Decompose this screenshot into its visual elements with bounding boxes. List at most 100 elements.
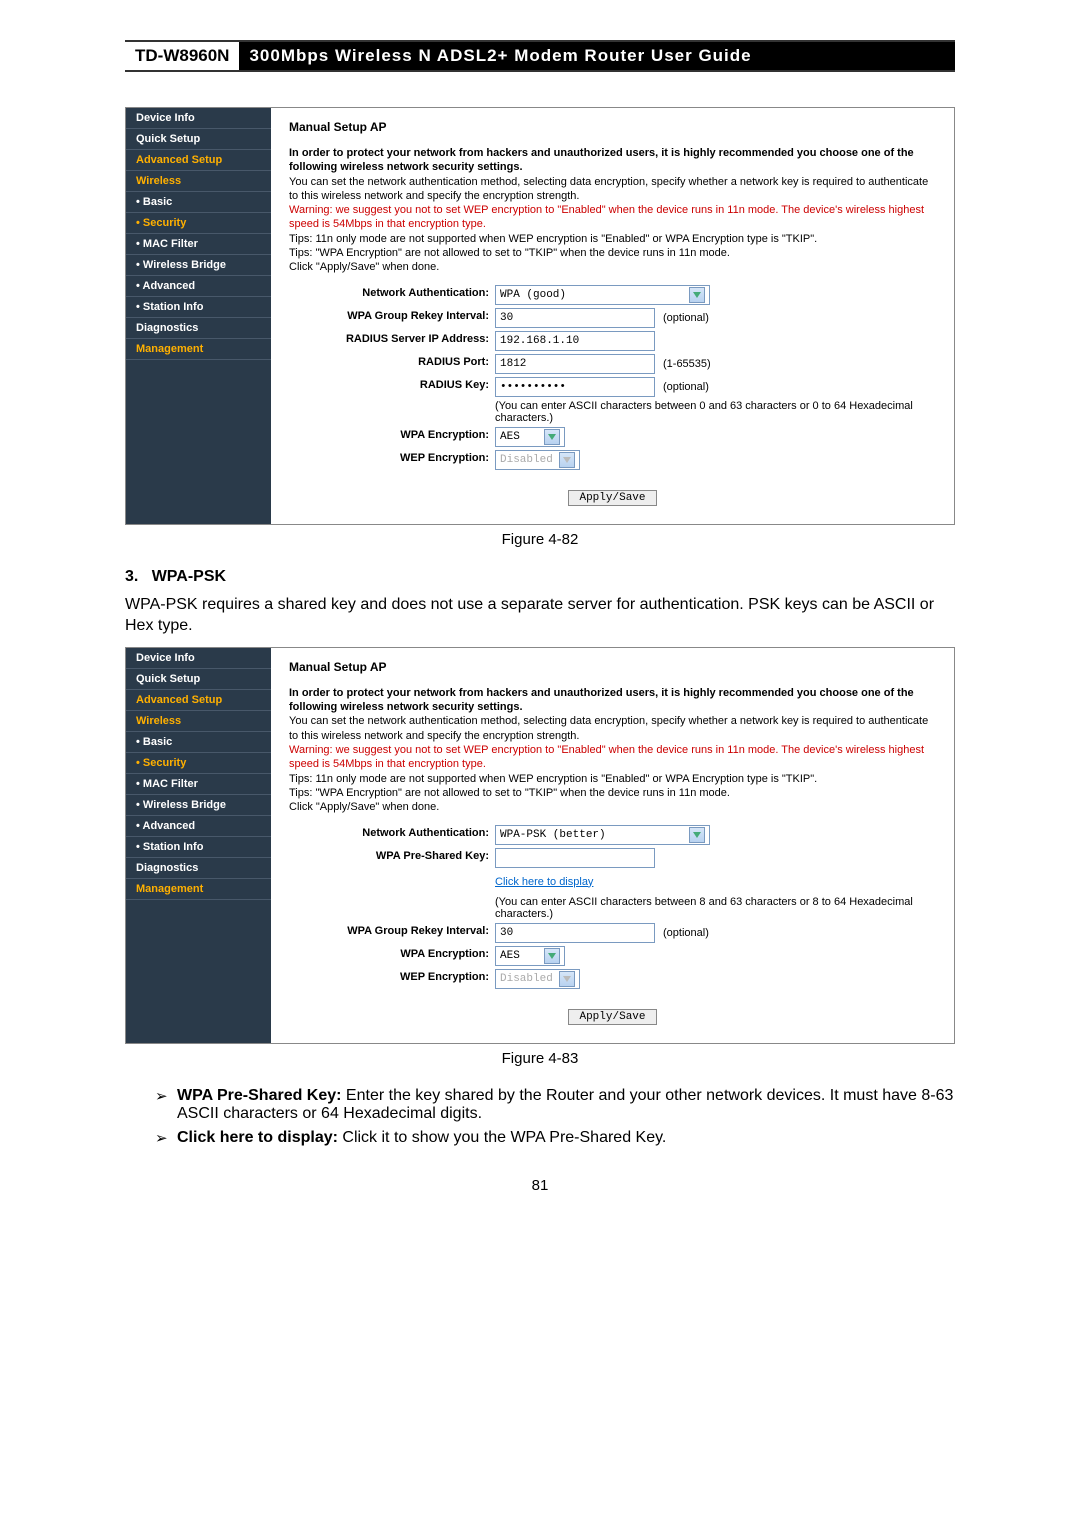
doc-header: TD-W8960N 300Mbps Wireless N ADSL2+ Mode… — [125, 40, 955, 72]
radius-ip-label: RADIUS Server IP Address: — [289, 331, 495, 345]
figure-caption-1: Figure 4-82 — [125, 531, 955, 548]
wep-enc-select: Disabled — [495, 969, 580, 989]
warning-text: Warning: we suggest you not to set WEP e… — [289, 744, 924, 770]
tips2: Tips: "WPA Encryption" are not allowed t… — [289, 247, 730, 259]
psk-input[interactable] — [495, 848, 655, 868]
sidebar-item-wireless[interactable]: Wireless — [126, 711, 271, 732]
tips1: Tips: 11n only mode are not supported wh… — [289, 773, 817, 785]
tips1: Tips: 11n only mode are not supported wh… — [289, 233, 817, 245]
network-auth-select[interactable]: WPA-PSK (better) — [495, 825, 710, 845]
sidebar-item-management[interactable]: Management — [126, 339, 271, 360]
model-number: TD-W8960N — [125, 42, 239, 70]
chevron-down-icon — [544, 948, 560, 964]
network-auth-label: Network Authentication: — [289, 285, 495, 299]
wpa-enc-select[interactable]: AES — [495, 946, 565, 966]
sidebar: Device InfoQuick SetupAdvanced SetupWire… — [126, 108, 271, 524]
click-save: Click "Apply/Save" when done. — [289, 261, 439, 273]
intro-para: You can set the network authentication m… — [289, 715, 928, 741]
key-hint: (You can enter ASCII characters between … — [495, 400, 936, 424]
network-auth-select[interactable]: WPA (good) — [495, 285, 710, 305]
sidebar-item-advanced[interactable]: Advanced — [126, 276, 271, 297]
intro-bold: In order to protect your network from ha… — [289, 687, 914, 713]
screenshot-wpa-psk: Device InfoQuick SetupAdvanced SetupWire… — [125, 647, 955, 1044]
warning-text: Warning: we suggest you not to set WEP e… — [289, 204, 924, 230]
radius-key-input[interactable]: •••••••••• — [495, 377, 655, 397]
wep-enc-select: Disabled — [495, 450, 580, 470]
sidebar-item-management[interactable]: Management — [126, 879, 271, 900]
section-heading: 3. WPA-PSK — [125, 568, 955, 586]
sidebar-item-station-info[interactable]: Station Info — [126, 837, 271, 858]
sidebar-item-diagnostics[interactable]: Diagnostics — [126, 858, 271, 879]
page-number: 81 — [125, 1177, 955, 1194]
rekey-label: WPA Group Rekey Interval: — [289, 923, 495, 937]
intro-para: You can set the network authentication m… — [289, 176, 928, 202]
chevron-down-icon — [559, 452, 575, 468]
wpa-enc-label: WPA Encryption: — [289, 427, 495, 441]
sidebar-item-wireless-bridge[interactable]: Wireless Bridge — [126, 795, 271, 816]
sidebar-item-mac-filter[interactable]: MAC Filter — [126, 234, 271, 255]
intro-bold: In order to protect your network from ha… — [289, 147, 914, 173]
wpa-enc-value: AES — [500, 429, 520, 445]
psk-label: WPA Pre-Shared Key: — [289, 848, 495, 862]
doc-title: 300Mbps Wireless N ADSL2+ Modem Router U… — [239, 42, 955, 70]
sidebar-item-mac-filter[interactable]: MAC Filter — [126, 774, 271, 795]
apply-save-button[interactable]: Apply/Save — [568, 1009, 656, 1025]
sidebar-item-wireless-bridge[interactable]: Wireless Bridge — [126, 255, 271, 276]
sidebar-item-advanced-setup[interactable]: Advanced Setup — [126, 150, 271, 171]
screenshot-wpa: Device InfoQuick SetupAdvanced SetupWire… — [125, 107, 955, 525]
sidebar-item-quick-setup[interactable]: Quick Setup — [126, 669, 271, 690]
rekey-label: WPA Group Rekey Interval: — [289, 308, 495, 322]
sidebar-item-device-info[interactable]: Device Info — [126, 108, 271, 129]
rekey-note: (optional) — [663, 312, 709, 324]
radius-ip-input[interactable]: 192.168.1.10 — [495, 331, 655, 351]
tips2: Tips: "WPA Encryption" are not allowed t… — [289, 787, 730, 799]
chevron-down-icon — [689, 287, 705, 303]
wpa-enc-value: AES — [500, 948, 520, 964]
display-link[interactable]: Click here to display — [495, 876, 593, 888]
radius-port-input[interactable]: 1812 — [495, 354, 655, 374]
list-item: WPA Pre-Shared Key: Enter the key shared… — [155, 1087, 955, 1123]
sidebar-item-device-info[interactable]: Device Info — [126, 648, 271, 669]
chevron-down-icon — [689, 827, 705, 843]
wpa-enc-label: WPA Encryption: — [289, 946, 495, 960]
section-paragraph: WPA-PSK requires a shared key and does n… — [125, 594, 955, 637]
sidebar-item-advanced-setup[interactable]: Advanced Setup — [126, 690, 271, 711]
wep-enc-label: WEP Encryption: — [289, 450, 495, 464]
radius-key-label: RADIUS Key: — [289, 377, 495, 391]
rekey-note: (optional) — [663, 927, 709, 939]
sidebar-item-advanced[interactable]: Advanced — [126, 816, 271, 837]
sidebar-item-security[interactable]: Security — [126, 753, 271, 774]
sidebar: Device InfoQuick SetupAdvanced SetupWire… — [126, 648, 271, 1043]
chevron-down-icon — [544, 429, 560, 445]
config-panel: Manual Setup AP In order to protect your… — [271, 648, 954, 1043]
wep-enc-label: WEP Encryption: — [289, 969, 495, 983]
sidebar-item-station-info[interactable]: Station Info — [126, 297, 271, 318]
sidebar-item-basic[interactable]: Basic — [126, 732, 271, 753]
sidebar-item-security[interactable]: Security — [126, 213, 271, 234]
sidebar-item-basic[interactable]: Basic — [126, 192, 271, 213]
radius-port-label: RADIUS Port: — [289, 354, 495, 368]
wep-enc-value: Disabled — [500, 971, 553, 987]
rekey-input[interactable]: 30 — [495, 923, 655, 943]
network-auth-value: WPA-PSK (better) — [500, 827, 606, 843]
config-panel: Manual Setup AP In order to protect your… — [271, 108, 954, 524]
apply-save-button[interactable]: Apply/Save — [568, 490, 656, 506]
panel-title: Manual Setup AP — [289, 660, 936, 674]
network-auth-label: Network Authentication: — [289, 825, 495, 839]
wpa-enc-select[interactable]: AES — [495, 427, 565, 447]
list-item: Click here to display: Click it to show … — [155, 1129, 955, 1147]
radius-port-note: (1-65535) — [663, 358, 711, 370]
psk-hint: (You can enter ASCII characters between … — [495, 896, 936, 920]
bullet-list: WPA Pre-Shared Key: Enter the key shared… — [125, 1087, 955, 1147]
wep-enc-value: Disabled — [500, 452, 553, 468]
sidebar-item-quick-setup[interactable]: Quick Setup — [126, 129, 271, 150]
rekey-input[interactable]: 30 — [495, 308, 655, 328]
chevron-down-icon — [559, 971, 575, 987]
sidebar-item-wireless[interactable]: Wireless — [126, 171, 271, 192]
panel-title: Manual Setup AP — [289, 120, 936, 134]
figure-caption-2: Figure 4-83 — [125, 1050, 955, 1067]
network-auth-value: WPA (good) — [500, 287, 566, 303]
sidebar-item-diagnostics[interactable]: Diagnostics — [126, 318, 271, 339]
click-save: Click "Apply/Save" when done. — [289, 801, 439, 813]
radius-key-note: (optional) — [663, 381, 709, 393]
